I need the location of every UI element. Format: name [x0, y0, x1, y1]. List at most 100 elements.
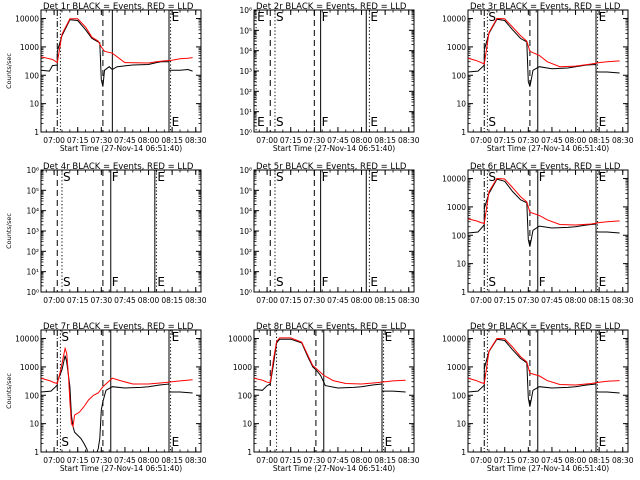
x-tick-label: 07:30 — [518, 136, 540, 145]
x-tick-label: 07:00 — [470, 136, 492, 145]
y-axis-label: Counts/sec — [5, 373, 13, 409]
event-marker-label: F — [112, 170, 119, 184]
x-tick-label: 07:45 — [541, 456, 563, 465]
y-tick-label: 10 — [456, 260, 466, 269]
event-marker-label: F — [322, 170, 329, 184]
x-tick-label: 08:00 — [138, 136, 160, 145]
plot-frame — [253, 169, 415, 293]
x-tick-label: 08:00 — [351, 456, 373, 465]
x-axis-label: Start Time (27-Nov-14 06:51:40) — [60, 144, 182, 153]
y-tick-label: 10⁰ — [239, 128, 252, 137]
x-tick-label: 08:30 — [612, 456, 634, 465]
x-axis-label: Start Time (27-Nov-14 06:51:40) — [273, 464, 395, 473]
event-marker-label: E — [157, 170, 165, 184]
x-axis-label: Start Time (27-Nov-14 06:51:40) — [487, 144, 609, 153]
event-marker-label: E — [599, 115, 607, 129]
y-tick-label: 100 — [452, 391, 467, 400]
y-tick-label: 100 — [452, 231, 467, 240]
x-tick-label: 07:45 — [114, 136, 136, 145]
y-tick-label: 1 — [461, 128, 466, 137]
event-marker-label: E — [370, 275, 378, 289]
plot-frame — [40, 329, 202, 453]
plot-frame — [40, 169, 202, 293]
x-tick-label: 07:15 — [280, 136, 302, 145]
event-marker-label: E — [370, 170, 378, 184]
x-tick-label: 07:30 — [91, 456, 113, 465]
x-tick-label: 08:15 — [374, 136, 396, 145]
x-tick-label: 07:45 — [541, 296, 563, 305]
y-tick-label: 100 — [238, 391, 253, 400]
series-line-lld — [468, 337, 620, 386]
y-tick-label: 10³ — [239, 227, 252, 236]
event-marker-label: F — [322, 275, 329, 289]
x-tick-label: 08:15 — [161, 456, 183, 465]
event-marker-label: S — [276, 275, 284, 289]
series-line-events — [41, 355, 193, 452]
y-tick-label: 1000 — [447, 363, 466, 372]
y-tick-label: 1 — [247, 448, 252, 457]
x-tick-label: 07:45 — [327, 456, 349, 465]
event-marker-label: E — [385, 330, 393, 344]
y-tick-label: 10 — [456, 420, 466, 429]
x-tick-label: 07:15 — [494, 296, 516, 305]
x-tick-label: 07:30 — [518, 456, 540, 465]
series-line-events — [468, 178, 620, 247]
x-tick-label: 08:30 — [612, 136, 634, 145]
x-tick-label: 08:00 — [565, 456, 587, 465]
x-tick-label: 07:30 — [304, 296, 326, 305]
y-tick-label: 10⁴ — [239, 207, 252, 216]
series-line-lld — [254, 337, 406, 385]
event-marker-label: S — [488, 275, 496, 289]
chart-panel-6: Det 6r BLACK = Events, RED = LLD 1 10 100 10… — [442, 162, 634, 305]
x-tick-label: 07:00 — [256, 456, 278, 465]
chart-panel-4: Det 4r BLACK = Events, RED = LLD 10⁰ 10¹ 10… — [5, 162, 207, 305]
series-line-events — [468, 18, 620, 87]
event-marker-label: S — [276, 115, 284, 129]
y-tick-label: 1 — [34, 448, 39, 457]
event-marker-label: F — [322, 10, 329, 24]
event-marker-label: S — [488, 170, 496, 184]
event-marker-label: E — [257, 10, 265, 24]
y-axis-label: Counts/sec — [5, 53, 13, 89]
series-line-lld — [468, 17, 620, 68]
x-tick-label: 08:15 — [374, 456, 396, 465]
y-tick-label: 10⁵ — [239, 26, 252, 35]
x-tick-label: 08:00 — [138, 456, 160, 465]
chart-title: Det 3r BLACK = Events, RED = LLD — [470, 2, 621, 12]
y-tick-label: 1 — [461, 288, 466, 297]
x-tick-label: 07:15 — [67, 136, 89, 145]
plot-frame — [467, 169, 629, 293]
x-tick-label: 07:30 — [91, 136, 113, 145]
y-tick-label: 10000 — [15, 15, 39, 24]
x-tick-label: 07:00 — [43, 456, 65, 465]
series-line-lld — [41, 346, 193, 428]
event-marker-label: E — [599, 435, 607, 449]
y-tick-label: 100 — [452, 71, 467, 80]
x-tick-label: 07:00 — [43, 136, 65, 145]
plot-frame — [40, 9, 202, 133]
event-marker-label: S — [276, 170, 284, 184]
x-axis-label: Start Time (27-Nov-14 06:51:40) — [487, 464, 609, 473]
y-tick-label: 10000 — [442, 15, 466, 24]
y-tick-label: 10000 — [15, 335, 39, 344]
x-tick-label: 07:00 — [470, 456, 492, 465]
y-tick-label: 1 — [461, 448, 466, 457]
x-tick-label: 08:15 — [161, 296, 183, 305]
x-tick-label: 07:15 — [67, 296, 89, 305]
event-marker-label: S — [63, 275, 71, 289]
x-tick-label: 07:30 — [518, 296, 540, 305]
event-marker-label: F — [539, 170, 546, 184]
y-tick-label: 10⁴ — [239, 47, 252, 56]
x-tick-label: 07:00 — [43, 296, 65, 305]
chart-panel-9: Det 9r BLACK = Events, RED = LLD 1 10 100 10… — [442, 322, 634, 473]
event-marker-label: E — [172, 435, 180, 449]
chart-title: Det 7r BLACK = Events, RED = LLD — [43, 322, 194, 332]
event-marker-label: E — [172, 10, 180, 24]
chart-title: Det 5r BLACK = Events, RED = LLD — [256, 162, 407, 172]
y-tick-label: 10⁵ — [26, 186, 39, 195]
y-tick-label: 10³ — [239, 67, 252, 76]
chart-panel-5: Det 5r BLACK = Events, RED = LLD 10⁰ 10¹ 10… — [239, 162, 419, 305]
y-tick-label: 10 — [29, 100, 39, 109]
x-tick-label: 07:15 — [494, 136, 516, 145]
event-marker-label: S — [488, 10, 496, 24]
